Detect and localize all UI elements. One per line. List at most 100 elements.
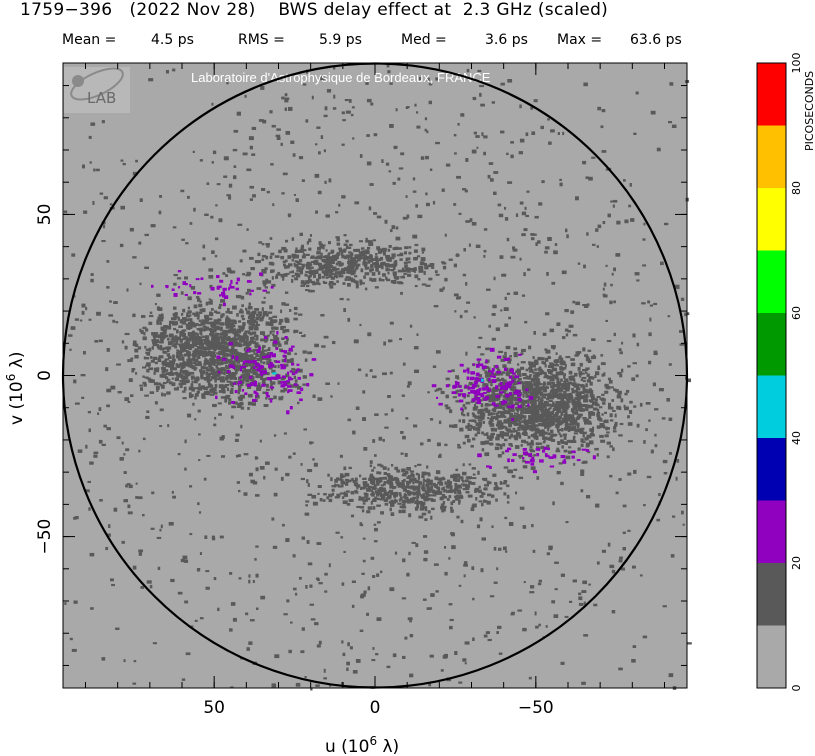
delay-cell bbox=[254, 457, 259, 459]
delay-cell bbox=[280, 309, 283, 314]
delay-cell bbox=[406, 467, 411, 471]
delay-cell bbox=[568, 446, 572, 449]
delay-cell bbox=[87, 480, 91, 483]
delay-cell bbox=[548, 396, 554, 400]
delay-cell bbox=[287, 265, 290, 269]
delay-cell bbox=[142, 514, 145, 517]
delay-cell bbox=[548, 417, 554, 421]
delay-cell bbox=[589, 428, 594, 432]
delay-cell bbox=[424, 128, 427, 132]
delay-cell bbox=[186, 315, 191, 318]
delay-cell bbox=[500, 130, 505, 134]
delay-cell bbox=[324, 263, 329, 267]
delay-cell bbox=[176, 336, 181, 341]
delay-cell bbox=[390, 269, 395, 272]
delay-cell bbox=[327, 253, 330, 257]
delay-cell bbox=[163, 360, 167, 364]
delay-cell bbox=[580, 378, 583, 381]
delay-cell bbox=[331, 485, 336, 488]
delay-cell bbox=[582, 347, 586, 352]
delay-cell bbox=[514, 436, 518, 441]
delay-cell bbox=[305, 270, 309, 273]
delay-cell bbox=[236, 330, 241, 334]
delay-cell bbox=[218, 413, 222, 416]
delay-cell bbox=[457, 484, 462, 489]
delay-cell bbox=[392, 264, 395, 268]
delay-cell bbox=[158, 317, 164, 322]
delay-cell bbox=[252, 310, 257, 315]
delay-cell bbox=[213, 328, 218, 331]
delay-cell bbox=[182, 359, 185, 362]
delay-cell bbox=[346, 502, 351, 506]
delay-cell bbox=[467, 494, 473, 498]
delay-cell bbox=[533, 454, 536, 457]
delay-cell bbox=[441, 188, 445, 192]
delay-cell bbox=[147, 348, 151, 351]
delay-cell bbox=[503, 480, 508, 483]
delay-cell bbox=[686, 378, 691, 383]
delay-cell bbox=[304, 358, 308, 362]
delay-cell bbox=[550, 345, 556, 349]
delay-cell bbox=[193, 207, 196, 212]
delay-cell bbox=[490, 412, 494, 416]
delay-cell bbox=[364, 263, 368, 267]
delay-cell bbox=[178, 343, 181, 347]
delay-cell bbox=[576, 399, 581, 404]
delay-cell bbox=[244, 354, 249, 359]
delay-cell bbox=[273, 360, 278, 363]
delay-cell bbox=[538, 368, 543, 372]
delay-cell bbox=[247, 386, 251, 389]
delay-cell bbox=[225, 375, 230, 379]
delay-cell bbox=[417, 214, 423, 219]
delay-cell bbox=[442, 265, 447, 270]
delay-cell bbox=[215, 374, 220, 378]
delay-cell bbox=[190, 345, 195, 349]
delay-cell bbox=[341, 484, 344, 488]
delay-cell bbox=[256, 368, 260, 371]
delay-cell bbox=[577, 406, 583, 411]
delay-cell bbox=[236, 360, 240, 364]
delay-cell bbox=[348, 479, 352, 483]
delay-cell bbox=[583, 634, 589, 637]
delay-cell bbox=[565, 333, 569, 337]
delay-cell bbox=[307, 493, 313, 496]
delay-cell bbox=[265, 384, 268, 387]
delay-cell bbox=[228, 318, 231, 322]
delay-cell bbox=[543, 438, 546, 442]
delay-cell bbox=[393, 276, 398, 279]
delay-cell bbox=[376, 215, 382, 219]
delay-cell bbox=[588, 411, 592, 416]
delay-cell bbox=[529, 363, 533, 368]
delay-cell bbox=[445, 377, 450, 381]
delay-cell bbox=[615, 253, 621, 257]
delay-cell bbox=[536, 427, 539, 430]
delay-cell bbox=[272, 545, 278, 549]
delay-cell bbox=[540, 410, 544, 413]
delay-cell bbox=[159, 332, 165, 335]
delay-cell bbox=[525, 132, 529, 137]
delay-cell bbox=[269, 110, 273, 114]
delay-cell bbox=[448, 603, 453, 606]
delay-cell bbox=[211, 161, 214, 164]
delay-cell bbox=[328, 241, 331, 245]
delay-cell bbox=[269, 330, 272, 335]
delay-cell bbox=[424, 266, 429, 270]
delay-cell bbox=[668, 452, 672, 455]
delay-cell bbox=[214, 416, 217, 420]
delay-cell bbox=[123, 659, 126, 663]
delay-cell bbox=[633, 469, 637, 474]
delay-cell bbox=[194, 363, 198, 367]
delay-cell bbox=[421, 247, 426, 252]
delay-cell bbox=[681, 510, 684, 515]
delay-cell bbox=[229, 572, 233, 575]
delay-cell bbox=[656, 147, 661, 152]
delay-cell bbox=[271, 276, 274, 280]
delay-cell bbox=[193, 323, 197, 326]
delay-cell bbox=[150, 379, 155, 383]
delay-cell bbox=[355, 491, 359, 494]
delay-cell bbox=[531, 233, 537, 236]
delay-cell bbox=[329, 264, 334, 268]
delay-cell bbox=[285, 318, 290, 323]
delay-cell bbox=[533, 388, 539, 391]
delay-cell bbox=[481, 431, 485, 435]
